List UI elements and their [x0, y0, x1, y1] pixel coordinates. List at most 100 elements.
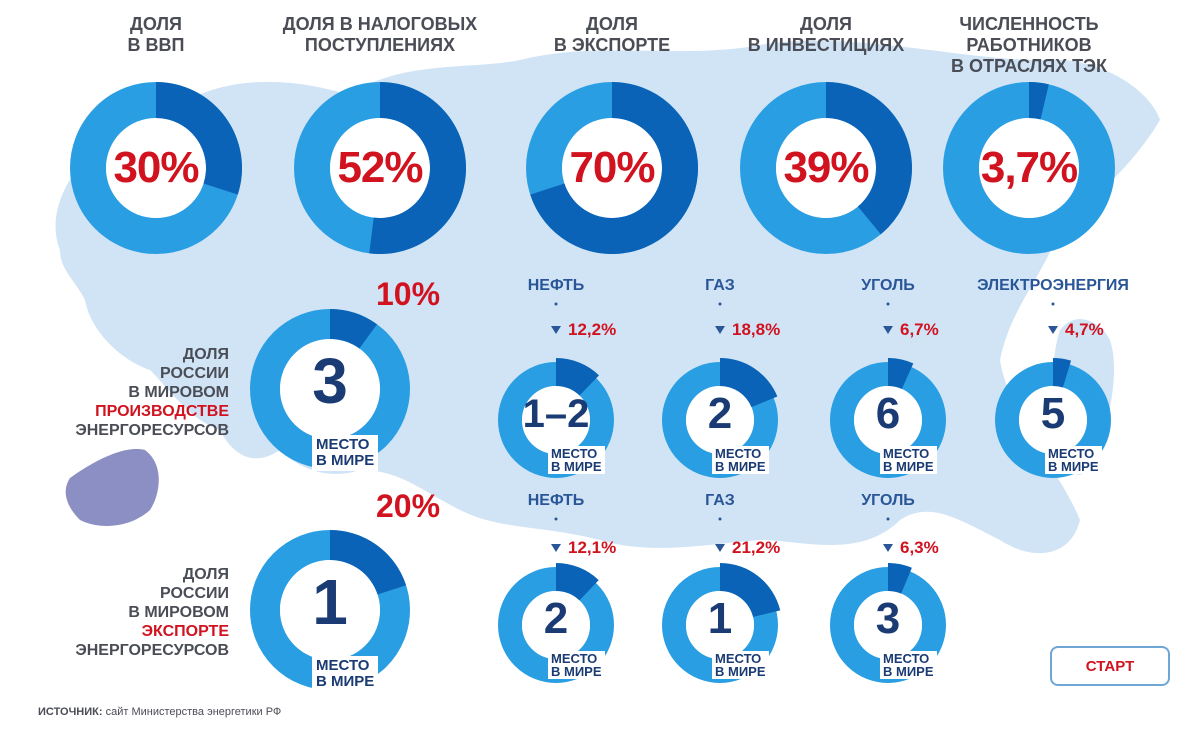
- top-donut-value-label: 52%: [337, 143, 423, 192]
- export-item-donut-3-center: [854, 591, 922, 659]
- export-item-donut-3-dot: [886, 517, 890, 521]
- top-donut-2-sector: [369, 82, 466, 254]
- production-item-donut-2-title: ГАЗ: [705, 277, 735, 294]
- top-donut-value-label: 70%: [569, 143, 655, 192]
- production-item-donut-2-arrow: [715, 326, 725, 334]
- export-item-donut-3-title: УГОЛЬ: [861, 492, 915, 509]
- top-donut-2-center: [330, 118, 430, 218]
- production-item-donut-4-sector: [1053, 358, 1072, 388]
- export-label-highlight: ЭКСПОРТЕ: [141, 623, 229, 640]
- export-item-donut-1-title: НЕФТЬ: [527, 492, 585, 509]
- top-donut-1-sector: [156, 82, 242, 195]
- start-button[interactable]: СТАРТ: [1050, 646, 1170, 686]
- production-item-donut-4-dot: [1051, 302, 1055, 306]
- export-label-line: ЭНЕРГОРЕСУРСОВ: [75, 642, 229, 659]
- export-item-donut-1-rank-caption: МЕСТО В МИРЕ: [548, 651, 605, 679]
- production-item-donut-4-share-label: 4,7%: [1065, 320, 1104, 339]
- export-item-donut-2-sector: [720, 563, 781, 617]
- export-item-donut-2-dot: [718, 517, 722, 521]
- production-item-donut-4-rank: 5: [1040, 389, 1066, 438]
- export-total-donut-center: [280, 560, 380, 660]
- production-label-line: ДОЛЯ: [182, 346, 229, 363]
- export-item-donut-2-rank-caption: МЕСТО В МИРЕ: [712, 651, 769, 679]
- production-item-donut-3-sector: [888, 358, 914, 389]
- production-item-donut-3-share-label: 6,7%: [900, 320, 939, 339]
- production-item-donut-4-arrow: [1048, 326, 1058, 334]
- production-item-donut-1-center: [522, 386, 590, 454]
- export-item-donut-3-rank: 3: [875, 594, 901, 643]
- production-total-donut-center: [280, 339, 380, 439]
- production-item-donut-1-title: НЕФТЬ: [527, 277, 585, 294]
- export-label-line: РОССИИ: [159, 585, 229, 602]
- top-donut-value-label: 3,7%: [980, 143, 1078, 192]
- production-label-line: В МИРОВОМ: [128, 384, 229, 401]
- production-item-donut-2-rank: 2: [707, 389, 733, 438]
- top-donut-5-center: [979, 118, 1079, 218]
- top-donut-4-sector: [826, 82, 912, 235]
- export-item-donut-3-sector: [888, 563, 912, 594]
- top-column-title: ДОЛЯ В ЭКСПОРТЕ: [553, 14, 671, 55]
- production-label-line: РОССИИ: [159, 365, 229, 382]
- export-item-donut-1-share-label: 12,1%: [568, 538, 617, 557]
- map-crimea-shape: [65, 449, 159, 526]
- export-total-donut-share-label: 20%: [376, 488, 441, 524]
- export-item-donut-3-rank-caption: МЕСТО В МИРЕ: [880, 651, 937, 679]
- production-item-donut-2-sector: [720, 358, 778, 408]
- export-item-donut-1-center: [522, 591, 590, 659]
- production-item-donut-1-sector: [556, 358, 600, 396]
- export-item-donut-3-arrow: [883, 544, 893, 552]
- top-column-title: ЧИСЛЕННОСТЬ РАБОТНИКОВ В ОТРАСЛЯХ ТЭК: [951, 14, 1107, 76]
- production-total-donut-rank: 3: [312, 345, 348, 417]
- top-donut-5-sector: [1029, 82, 1049, 120]
- production-item-donut-3-title: УГОЛЬ: [861, 277, 915, 294]
- export-item-donut-2-center: [686, 591, 754, 659]
- production-item-donut-3-dot: [886, 302, 890, 306]
- production-item-donut-1-rank-caption: МЕСТО В МИРЕ: [548, 446, 605, 474]
- export-item-donut-1-sector: [556, 563, 599, 601]
- export-item-donut-3-share-label: 6,3%: [900, 538, 939, 557]
- production-item-donut-1-arrow: [551, 326, 561, 334]
- top-donut-4-center: [776, 118, 876, 218]
- export-total-donut-sector: [330, 530, 407, 595]
- top-donut-1-center: [106, 118, 206, 218]
- production-item-donut-2-dot: [718, 302, 722, 306]
- production-item-donut-4-rank-caption: МЕСТО В МИРЕ: [1045, 446, 1102, 474]
- production-item-donut-2-share-label: 18,8%: [732, 320, 781, 339]
- top-column-title: ДОЛЯ В НАЛОГОВЫХ ПОСТУПЛЕНИЯХ: [282, 14, 478, 55]
- production-item-donut-1-rank: 1–2: [522, 392, 590, 436]
- export-item-donut-2-title: ГАЗ: [705, 492, 735, 509]
- export-label-line: ДОЛЯ: [182, 566, 229, 583]
- production-row-label: ДОЛЯ РОССИИ В МИРОВОМ ПРОИЗВОДСТВЕ ЭНЕРГ…: [75, 345, 229, 440]
- export-item-donut-1-arrow: [551, 544, 561, 552]
- production-label-line: ЭНЕРГОРЕСУРСОВ: [75, 422, 229, 439]
- export-label-line: В МИРОВОМ: [128, 604, 229, 621]
- production-item-donut-3-rank: 6: [875, 389, 901, 438]
- production-item-donut-1-dot: [554, 302, 558, 306]
- production-label-highlight: ПРОИЗВОДСТВЕ: [95, 403, 229, 420]
- export-item-donut-2-arrow: [715, 544, 725, 552]
- top-donut-3-center: [562, 118, 662, 218]
- production-item-donut-2-center: [686, 386, 754, 454]
- source-text: сайт Министерства энергетики РФ: [105, 706, 282, 718]
- production-item-donut-3-arrow: [883, 326, 893, 334]
- source-label: ИСТОЧНИК:: [38, 706, 103, 718]
- production-total-donut-sector: [330, 309, 378, 349]
- production-item-donut-4-title: ЭЛЕКТРОЭНЕРГИЯ: [977, 277, 1129, 294]
- production-item-donut-3-center: [854, 386, 922, 454]
- production-item-donut-4-center: [1019, 386, 1087, 454]
- production-item-donut-2-rank-caption: МЕСТО В МИРЕ: [712, 446, 769, 474]
- export-total-donut-rank-caption: МЕСТО В МИРЕ: [312, 656, 379, 692]
- source-note: ИСТОЧНИК: сайт Министерства энергетики Р…: [38, 706, 281, 718]
- export-item-donut-1-dot: [554, 517, 558, 521]
- production-total-donut-share-label: 10%: [376, 276, 441, 312]
- production-total-donut-rank-caption: МЕСТО В МИРЕ: [312, 435, 379, 471]
- chart-layer: [70, 82, 1115, 690]
- export-item-donut-2-share-label: 21,2%: [732, 538, 781, 557]
- export-total-donut-rank: 1: [312, 566, 348, 638]
- export-row-label: ДОЛЯ РОССИИ В МИРОВОМ ЭКСПОРТЕ ЭНЕРГОРЕС…: [75, 565, 229, 660]
- top-column-title: ДОЛЯ В ИНВЕСТИЦИЯХ: [747, 14, 905, 55]
- top-donut-value-label: 39%: [783, 143, 869, 192]
- export-item-donut-2-rank: 1: [707, 594, 733, 643]
- export-item-donut-1-rank: 2: [543, 594, 569, 643]
